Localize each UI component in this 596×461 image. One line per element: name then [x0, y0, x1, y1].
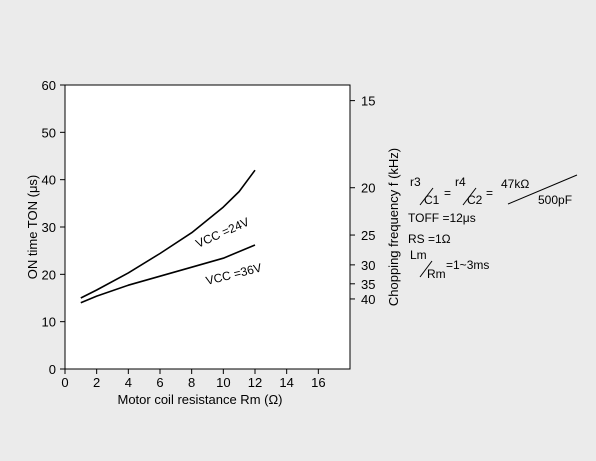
y-axis: 0 10 20 30 40 50 60 [42, 78, 65, 377]
rs-label: RS =1Ω [408, 232, 451, 246]
series-lines [80, 169, 256, 304]
x-axis: 0 2 4 6 8 10 12 14 16 [61, 369, 326, 390]
formula-r4: r4 [455, 175, 466, 189]
rm-label: Rm [427, 267, 446, 281]
x-tick-label: 2 [93, 375, 100, 390]
formula-slash-2 [462, 187, 477, 206]
y-tick-label: 30 [42, 220, 56, 235]
lr-slash [419, 260, 433, 278]
formula-fraction-slash [507, 174, 578, 205]
lr-value: =1~3ms [446, 258, 489, 272]
formula-denominator: 500pF [538, 193, 572, 207]
y-tick-label: 20 [42, 267, 56, 282]
formula-eq-2: = [486, 186, 493, 200]
series-line-1 [80, 244, 256, 304]
formula-numerator: 47kΩ [501, 177, 529, 191]
y-axis-label: ON time TON (μs) [25, 175, 40, 280]
x-tick-label: 14 [279, 375, 293, 390]
plot-frame [64, 84, 351, 370]
formula-slash-1 [419, 187, 434, 206]
y-tick-label: 50 [42, 125, 56, 140]
y2-tick-label: 35 [361, 277, 375, 292]
x-tick-label: 0 [61, 375, 68, 390]
series-line-0 [80, 169, 256, 299]
formula-block: r3 C1 = r4 C2 = 47kΩ 500pF TOFF =12μs RS… [408, 174, 578, 281]
y-tick-label: 10 [42, 315, 56, 330]
y2-tick-label: 40 [361, 292, 375, 307]
y-tick-label: 40 [42, 173, 56, 188]
formula-r3: r3 [410, 175, 421, 189]
x-tick-label: 10 [216, 375, 230, 390]
x-tick-label: 6 [156, 375, 163, 390]
formula-eq-1: = [444, 186, 451, 200]
x-tick-label: 12 [248, 375, 262, 390]
y2-tick-label: 30 [361, 258, 375, 273]
y2-tick-label: 20 [361, 181, 375, 196]
y2-axis-label: Chopping frequency f (kHz) [386, 148, 401, 306]
y-tick-label: 0 [49, 362, 56, 377]
x-tick-label: 4 [125, 375, 132, 390]
x-tick-label: 16 [311, 375, 325, 390]
lm-label: Lm [410, 248, 427, 262]
x-axis-label: Motor coil resistance Rm (Ω) [117, 392, 282, 407]
formula-c1: C1 [424, 193, 440, 207]
y2-tick-label: 15 [361, 94, 375, 109]
y-tick-label: 60 [42, 78, 56, 93]
formula-c2: C2 [467, 193, 483, 207]
y2-tick-label: 25 [361, 228, 375, 243]
toff-label: TOFF =12μs [408, 211, 476, 225]
x-tick-label: 8 [188, 375, 195, 390]
